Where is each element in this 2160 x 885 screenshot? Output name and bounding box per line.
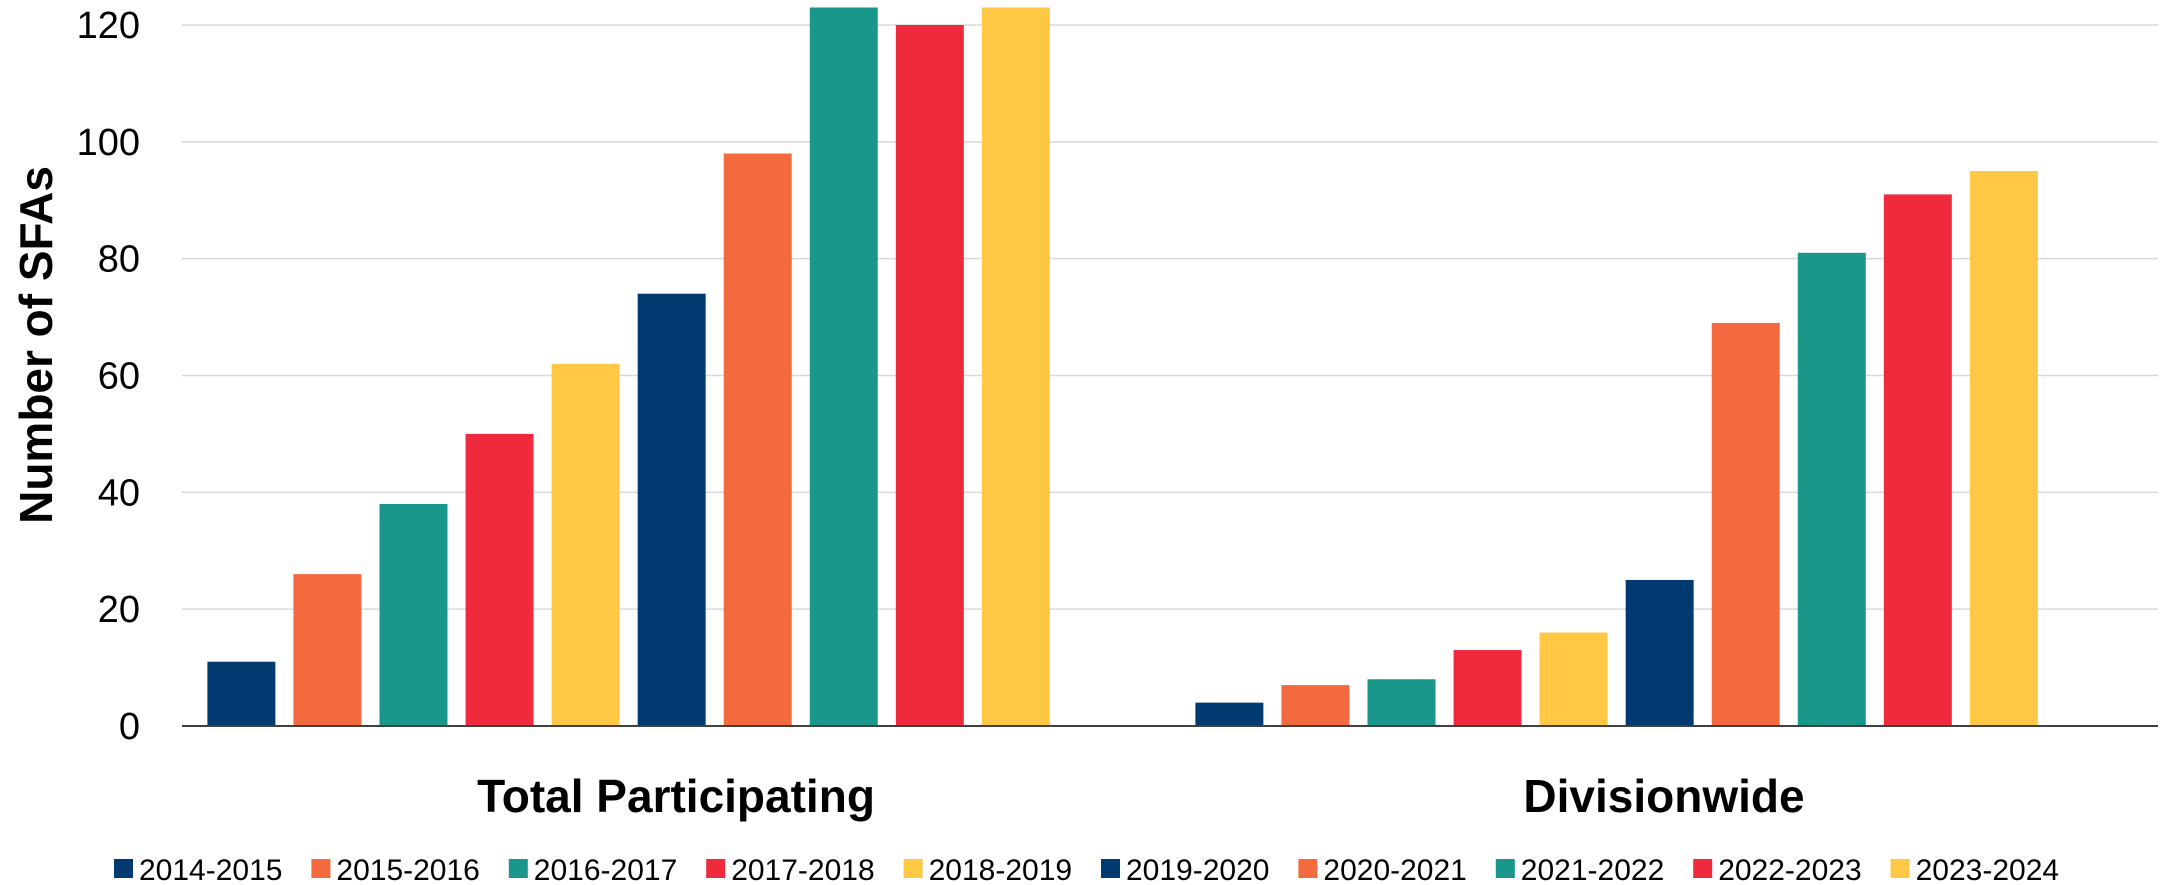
bar-2017-2018-total — [465, 433, 534, 726]
legend-swatch — [114, 859, 133, 878]
bar-2022-2023-total — [895, 25, 964, 726]
legend-swatch — [1890, 859, 1910, 878]
legend-swatch — [1495, 859, 1515, 878]
bar-2021-2022-total — [809, 7, 878, 727]
y-tick-label: 120 — [77, 5, 140, 47]
bar-2018-2019-total — [551, 363, 620, 726]
bar-2016-2017-total — [379, 504, 448, 726]
bar-2023-2024-divisionwide — [1969, 171, 2038, 726]
y-axis-title: Number of SFAs — [10, 166, 62, 524]
bar-2019-2020-divisionwide — [1625, 579, 1694, 726]
bar-2015-2016-total — [293, 574, 362, 726]
bar-2021-2022-divisionwide — [1797, 252, 1866, 726]
legend-label: 2016-2017 — [534, 854, 677, 885]
y-tick-label: 60 — [98, 356, 140, 398]
legend-label: 2023-2024 — [1916, 854, 2059, 885]
bar-2023-2024-total — [981, 7, 1050, 727]
bar-2022-2023-divisionwide — [1883, 194, 1952, 727]
labels: 0 20 40 60 80 100 120 Total Participating Divisi… — [77, 5, 1805, 822]
bar-2017-2018-divisionwide — [1453, 650, 1522, 726]
bar-2015-2016-divisionwide — [1281, 685, 1350, 726]
legend-swatch — [1693, 859, 1713, 878]
x-category-label: Total Participating — [477, 770, 875, 822]
y-tick-label: 100 — [77, 122, 140, 164]
y-tick-label: 0 — [119, 706, 140, 748]
bar-2014-2015-divisionwide — [1195, 702, 1264, 726]
legend-swatch — [311, 859, 331, 878]
legend-label: 2022-2023 — [1718, 854, 1861, 885]
legend: 2014-2015 2015-2016 2016-2017 2017-2018 2018… — [114, 854, 2059, 885]
x-category-label: Divisionwide — [1523, 770, 1804, 822]
legend-label: 2019-2020 — [1126, 854, 1269, 885]
y-tick-label: 20 — [98, 589, 140, 631]
legend-swatch — [508, 859, 528, 878]
legend-label: 2017-2018 — [731, 854, 874, 885]
bar-2019-2020-total — [637, 293, 706, 726]
bar-2020-2021-divisionwide — [1711, 322, 1780, 726]
legend-label: 2014-2015 — [139, 854, 282, 885]
bar-2016-2017-divisionwide — [1367, 679, 1436, 726]
legend-swatch — [903, 859, 923, 878]
y-tick-label: 80 — [98, 239, 140, 281]
legend-label: 2018-2019 — [929, 854, 1072, 885]
bar-2018-2019-divisionwide — [1539, 632, 1608, 726]
legend-swatch — [1298, 859, 1318, 878]
legend-label: 2021-2022 — [1521, 854, 1664, 885]
legend-label: 2020-2021 — [1323, 854, 1466, 885]
bar-2014-2015-total — [207, 661, 276, 726]
bars — [207, 7, 2038, 727]
y-tick-label: 40 — [98, 472, 140, 514]
legend-swatch — [1101, 859, 1120, 878]
bar-2020-2021-total — [723, 153, 792, 726]
legend-label: 2015-2016 — [336, 854, 479, 885]
legend-swatch — [706, 859, 726, 878]
